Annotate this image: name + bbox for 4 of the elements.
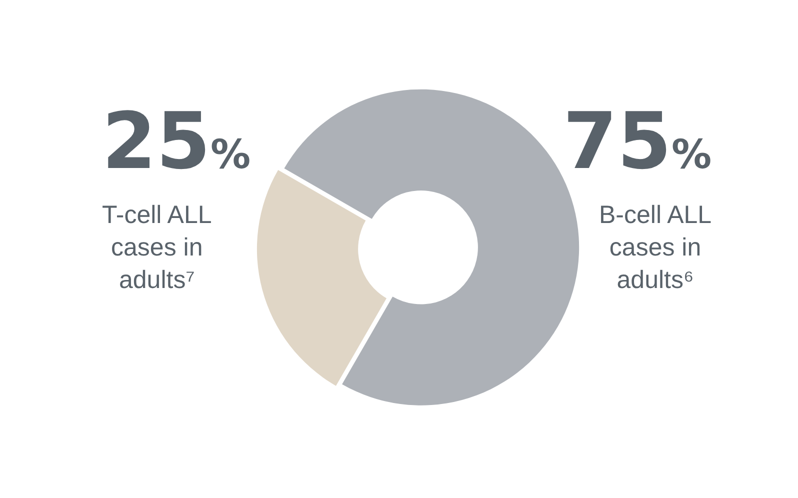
- slice-label: T-cell ALL cases in adults⁷: [102, 201, 212, 294]
- slice-label: B-cell ALL cases in adults⁶: [599, 201, 712, 294]
- data-label: 25%: [102, 97, 251, 187]
- data-label: 75%: [563, 97, 712, 187]
